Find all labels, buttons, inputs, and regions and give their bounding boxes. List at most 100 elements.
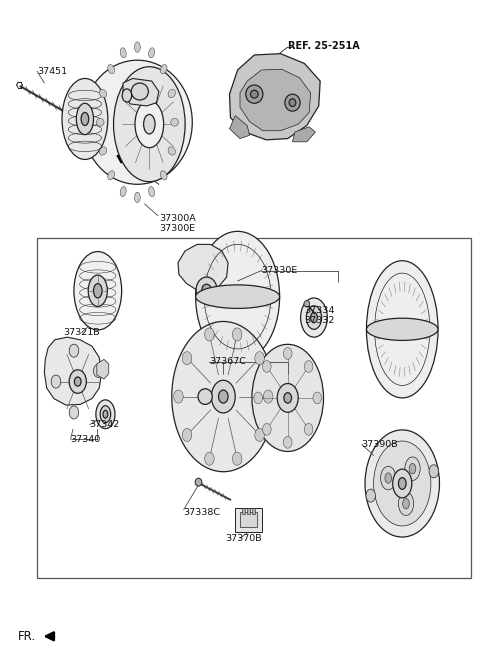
Text: 37338C: 37338C	[183, 508, 220, 517]
Ellipse shape	[403, 499, 409, 509]
Ellipse shape	[122, 89, 132, 102]
Ellipse shape	[218, 390, 228, 403]
Polygon shape	[229, 115, 250, 138]
Ellipse shape	[311, 312, 317, 323]
Ellipse shape	[103, 410, 108, 418]
Text: 37340: 37340	[71, 434, 101, 443]
Ellipse shape	[182, 428, 192, 441]
Polygon shape	[178, 245, 228, 291]
Ellipse shape	[304, 300, 310, 307]
Ellipse shape	[306, 306, 322, 329]
Ellipse shape	[108, 171, 115, 180]
Ellipse shape	[409, 463, 416, 474]
Ellipse shape	[88, 275, 108, 306]
Ellipse shape	[393, 469, 412, 498]
Ellipse shape	[81, 112, 89, 125]
Polygon shape	[44, 337, 102, 405]
Ellipse shape	[204, 328, 214, 341]
Ellipse shape	[252, 344, 324, 451]
Text: FR.: FR.	[18, 630, 36, 643]
Text: REF. 25-251A: REF. 25-251A	[288, 41, 360, 51]
Ellipse shape	[120, 48, 126, 58]
Bar	[247, 508, 250, 514]
Ellipse shape	[264, 390, 273, 403]
Ellipse shape	[204, 452, 214, 465]
Ellipse shape	[263, 361, 271, 373]
Ellipse shape	[100, 405, 111, 422]
Polygon shape	[97, 359, 109, 379]
Ellipse shape	[366, 489, 375, 502]
Bar	[235, 508, 262, 532]
Ellipse shape	[211, 380, 235, 413]
Ellipse shape	[232, 328, 242, 341]
Ellipse shape	[196, 285, 280, 308]
Text: 37334: 37334	[304, 306, 335, 315]
Ellipse shape	[405, 457, 420, 480]
Ellipse shape	[255, 352, 264, 365]
Ellipse shape	[174, 390, 183, 403]
Ellipse shape	[366, 318, 438, 340]
Ellipse shape	[74, 251, 121, 330]
Ellipse shape	[168, 89, 175, 98]
Ellipse shape	[62, 79, 108, 159]
Ellipse shape	[398, 492, 414, 516]
Bar	[242, 508, 245, 514]
Ellipse shape	[254, 392, 263, 404]
Ellipse shape	[429, 464, 439, 478]
Ellipse shape	[304, 423, 313, 435]
Text: 37321B: 37321B	[63, 328, 100, 337]
Ellipse shape	[76, 103, 94, 134]
Bar	[252, 508, 255, 514]
Ellipse shape	[131, 83, 148, 100]
Text: 37300E: 37300E	[159, 224, 195, 234]
Ellipse shape	[381, 466, 396, 490]
Ellipse shape	[195, 478, 202, 486]
Ellipse shape	[172, 321, 275, 472]
Ellipse shape	[134, 192, 140, 203]
Ellipse shape	[198, 389, 212, 405]
Ellipse shape	[144, 114, 155, 134]
Ellipse shape	[120, 186, 126, 197]
Text: 37370B: 37370B	[226, 534, 262, 543]
Ellipse shape	[289, 98, 296, 106]
Ellipse shape	[246, 85, 263, 103]
Text: 37330E: 37330E	[262, 266, 298, 275]
Ellipse shape	[263, 423, 271, 435]
Ellipse shape	[108, 64, 115, 73]
Ellipse shape	[168, 147, 175, 155]
Ellipse shape	[96, 118, 104, 126]
Ellipse shape	[149, 186, 155, 197]
Ellipse shape	[114, 67, 185, 182]
Ellipse shape	[96, 400, 115, 428]
Text: 37332: 37332	[304, 316, 335, 325]
Ellipse shape	[304, 361, 313, 373]
Ellipse shape	[366, 260, 438, 398]
Ellipse shape	[313, 392, 322, 404]
Ellipse shape	[69, 370, 86, 394]
Ellipse shape	[385, 473, 392, 483]
Text: 37367C: 37367C	[209, 358, 246, 367]
Bar	[37, 238, 471, 577]
Ellipse shape	[74, 377, 81, 386]
Text: 37342: 37342	[90, 420, 120, 429]
Ellipse shape	[94, 364, 103, 377]
Ellipse shape	[300, 298, 327, 337]
Ellipse shape	[160, 171, 167, 180]
Polygon shape	[292, 127, 315, 142]
Ellipse shape	[182, 352, 192, 365]
Ellipse shape	[255, 428, 264, 441]
Ellipse shape	[285, 94, 300, 111]
Ellipse shape	[283, 348, 292, 359]
Text: 37451: 37451	[37, 67, 67, 76]
Text: 37300A: 37300A	[159, 214, 196, 223]
Ellipse shape	[196, 232, 280, 362]
Ellipse shape	[232, 452, 242, 465]
Ellipse shape	[373, 441, 431, 526]
Ellipse shape	[94, 283, 102, 298]
Ellipse shape	[99, 89, 107, 98]
Ellipse shape	[284, 393, 291, 403]
Bar	[240, 512, 257, 527]
Ellipse shape	[283, 436, 292, 448]
Text: 37390B: 37390B	[362, 440, 398, 449]
Ellipse shape	[365, 430, 440, 537]
